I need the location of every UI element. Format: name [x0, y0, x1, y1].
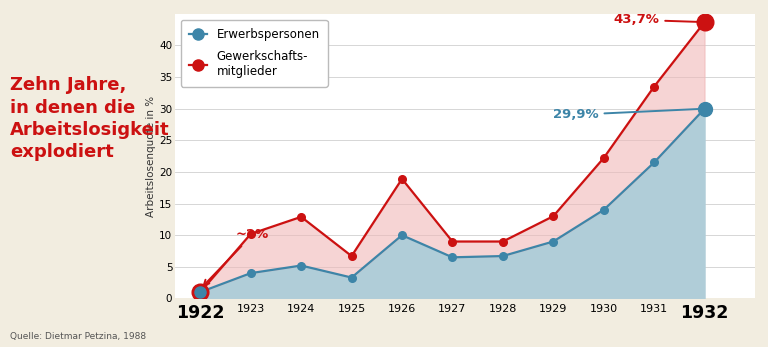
Text: ~2%: ~2%	[204, 228, 269, 285]
Text: Zehn Jahre,
in denen die
Arbeitslosigkeit
explodiert: Zehn Jahre, in denen die Arbeitslosigkei…	[10, 76, 170, 161]
Legend: Erwerbspersonen, Gewerkschafts-
mitglieder: Erwerbspersonen, Gewerkschafts- mitglied…	[181, 20, 328, 87]
Text: Quelle: Dietmar Petzina, 1988: Quelle: Dietmar Petzina, 1988	[10, 332, 146, 341]
Y-axis label: Arbeitslosenquote in %: Arbeitslosenquote in %	[146, 95, 157, 217]
Text: 29,9%: 29,9%	[553, 108, 702, 121]
Text: 43,7%: 43,7%	[614, 14, 702, 26]
